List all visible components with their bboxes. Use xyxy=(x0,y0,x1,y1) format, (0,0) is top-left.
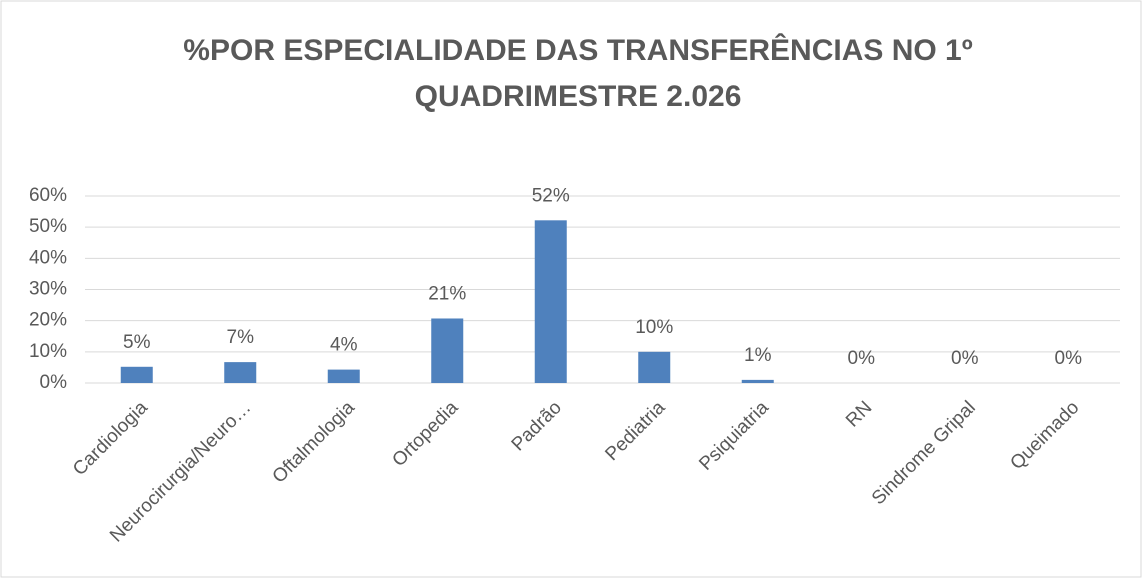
bar xyxy=(224,362,257,383)
y-tick-label: 0% xyxy=(40,372,68,393)
y-tick-label: 20% xyxy=(29,310,67,331)
data-label: 5% xyxy=(123,332,151,353)
bar xyxy=(431,318,464,383)
data-label: 52% xyxy=(532,185,570,206)
y-tick-label: 30% xyxy=(29,279,67,300)
y-tick-label: 40% xyxy=(29,247,67,268)
data-label: 1% xyxy=(744,345,772,366)
data-label: 10% xyxy=(635,317,673,338)
bar xyxy=(120,366,153,383)
data-label: 7% xyxy=(227,327,255,348)
bar xyxy=(741,379,774,383)
bar xyxy=(327,369,360,383)
bar xyxy=(638,351,671,383)
data-label: 0% xyxy=(1055,348,1083,369)
data-label: 4% xyxy=(330,335,358,356)
bar xyxy=(534,220,567,383)
chart-title: %POR ESPECIALIDADE DAS TRANSFERÊNCIAS NO… xyxy=(183,33,972,67)
y-tick-label: 10% xyxy=(29,341,67,362)
y-tick-label: 60% xyxy=(29,185,67,206)
chart-title: QUADRIMESTRE 2.026 xyxy=(415,80,742,113)
y-tick-label: 50% xyxy=(29,216,67,237)
data-label: 0% xyxy=(951,348,979,369)
data-label: 21% xyxy=(428,284,466,305)
data-label: 0% xyxy=(848,348,876,369)
